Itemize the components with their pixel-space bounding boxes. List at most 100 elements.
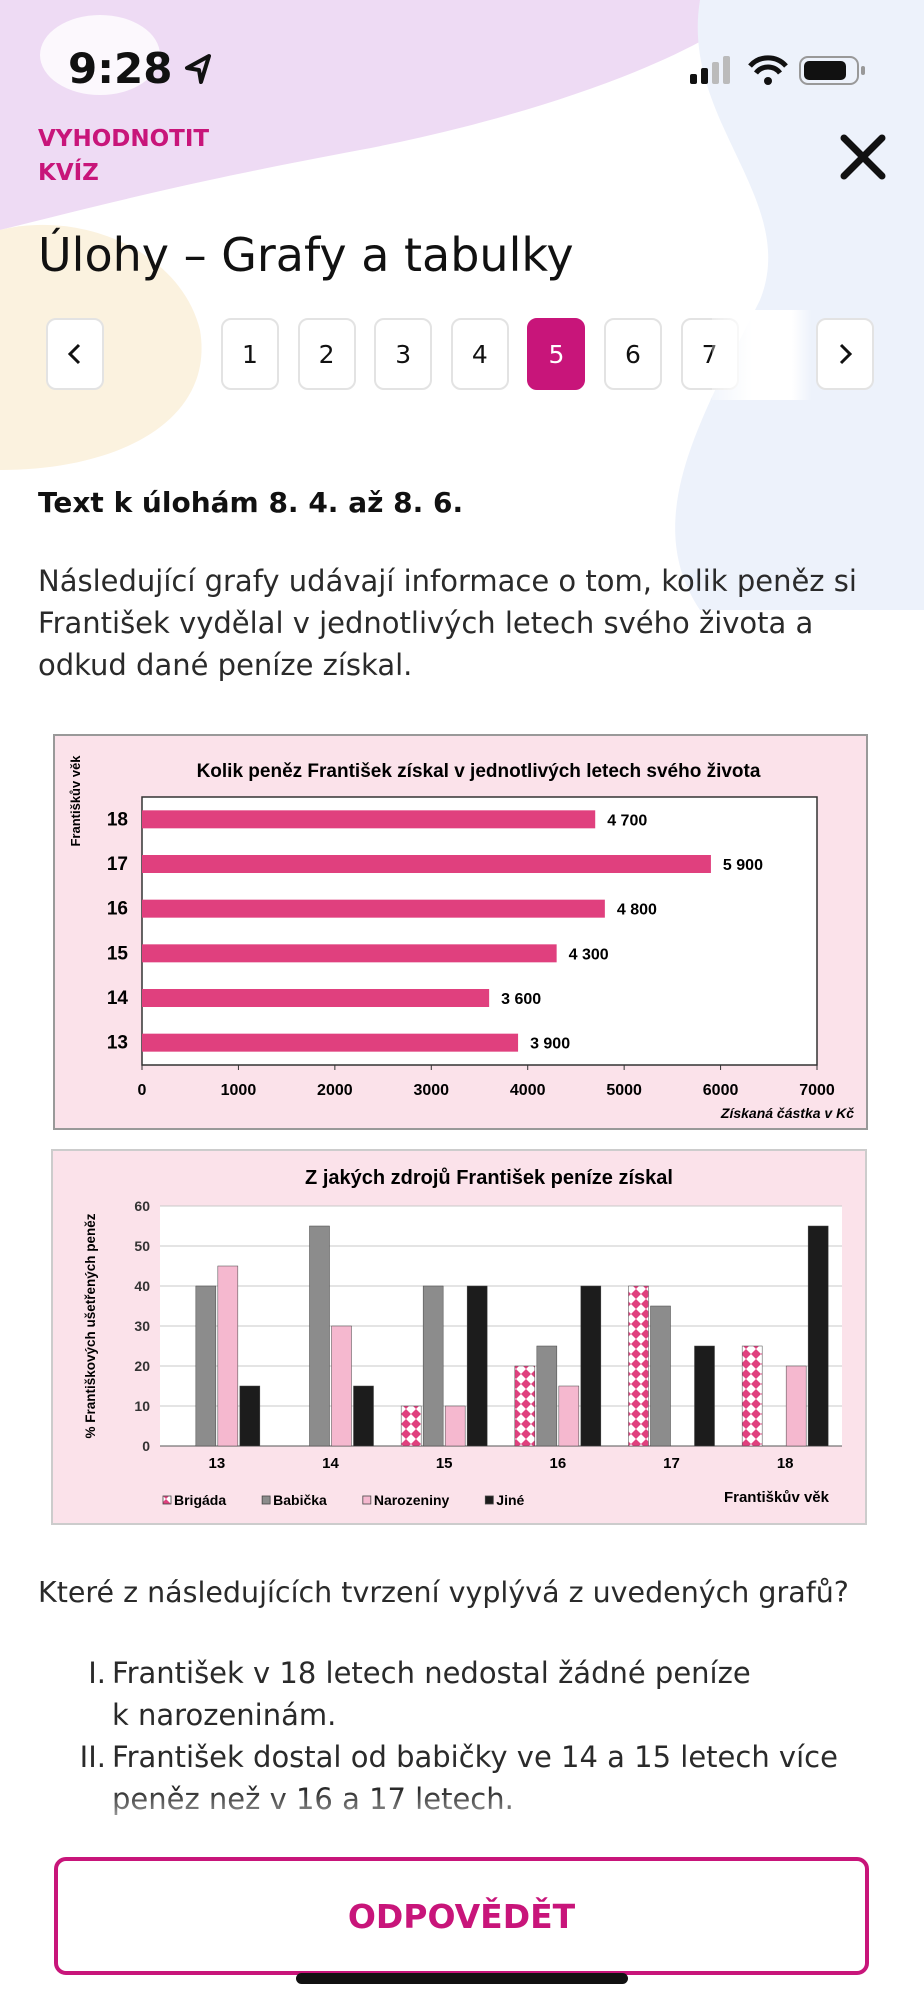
bar (580, 1285, 602, 1447)
legend-label: Jiné (496, 1492, 524, 1508)
x-tick-label: 13 (208, 1455, 225, 1472)
bar (694, 1345, 715, 1447)
bar (536, 1345, 558, 1447)
statement-text: František v 18 letech nedostal žádné pen… (112, 1656, 751, 1732)
y-tick-label: 14 (107, 988, 129, 1009)
y-tick-label: 15 (107, 943, 129, 964)
bar (142, 1033, 519, 1052)
page-button[interactable]: 6 (604, 318, 662, 390)
page-button[interactable]: 1 (221, 318, 279, 390)
legend-swatch (261, 1495, 271, 1505)
y-tick-label: 13 (107, 1033, 128, 1054)
y-tick-label: 60 (134, 1198, 150, 1214)
bar (353, 1385, 374, 1447)
bar (217, 1265, 239, 1447)
status-time: 9:28 (68, 44, 173, 93)
bar-chart: Kolik peněz František získal v jednotliv… (53, 734, 868, 1130)
legend-swatch (362, 1495, 372, 1505)
plot-area (141, 796, 818, 1066)
bar (650, 1305, 671, 1447)
y-tick-label: 18 (107, 809, 128, 830)
question: Které z následujících tvrzení vyplývá z … (38, 1576, 849, 1609)
bar (142, 899, 605, 918)
bar (628, 1285, 649, 1447)
home-indicator (296, 1973, 628, 1984)
page-button[interactable]: 4 (450, 318, 509, 390)
x-tick-label: 7000 (799, 1082, 835, 1099)
bar (422, 1285, 444, 1447)
bar (142, 989, 490, 1007)
page-button[interactable]: 2 (297, 318, 356, 390)
x-tick-label: 5000 (606, 1082, 642, 1099)
x-tick-label: 0 (138, 1082, 147, 1099)
legend-swatch (162, 1495, 172, 1505)
close-button[interactable] (840, 134, 886, 180)
x-tick-label: 4000 (510, 1082, 546, 1099)
section-heading: Text k úlohám 8. 4. až 8. 6. (38, 486, 464, 519)
location-icon (185, 54, 211, 84)
y-tick-label: 16 (107, 899, 128, 920)
x-tick-label: 16 (549, 1455, 566, 1472)
bar (514, 1365, 536, 1447)
legend-label: Babička (273, 1492, 327, 1508)
bar (466, 1285, 488, 1447)
statement-numeral: I. (88, 1656, 106, 1690)
next-page-button[interactable] (816, 318, 874, 390)
bar (142, 810, 596, 829)
bar (444, 1405, 466, 1447)
bar (807, 1225, 829, 1447)
bar (331, 1325, 352, 1447)
bar (142, 855, 711, 873)
y-tick-label: 0 (142, 1438, 150, 1454)
bar (239, 1385, 261, 1447)
value-label: 4 700 (607, 812, 647, 829)
chart-svg: Kolik peněz František získal v jednotliv… (53, 734, 868, 1130)
y-axis-label: Františkův věk (68, 755, 83, 847)
legend-label: Narozeniny (374, 1492, 450, 1508)
x-axis-label: Františkův věk (724, 1489, 830, 1506)
y-tick-label: 20 (134, 1358, 150, 1374)
y-axis-label: % Františkových ušetřených peněz (83, 1213, 98, 1438)
list-fade (0, 1790, 924, 1840)
x-tick-label: 18 (777, 1455, 794, 1472)
bar (309, 1225, 330, 1447)
bar (400, 1405, 422, 1447)
x-tick-label: 2000 (317, 1082, 353, 1099)
statement: I. František v 18 letech nedostal žádné p… (38, 1652, 898, 1736)
value-label: 3 600 (501, 991, 541, 1008)
y-tick-label: 17 (107, 854, 128, 875)
page-button[interactable]: 3 (374, 318, 433, 390)
y-tick-label: 50 (134, 1238, 150, 1254)
answer-button[interactable]: ODPOVĚDĚT (54, 1857, 869, 1975)
x-axis-label: Získaná částka v Kč (720, 1105, 854, 1121)
value-label: 5 900 (723, 857, 763, 874)
x-tick-label: 6000 (703, 1082, 739, 1099)
bar (741, 1345, 763, 1447)
x-tick-label: 17 (663, 1455, 680, 1472)
evaluate-quiz-link[interactable]: VYHODNOTIT KVÍZ (38, 126, 210, 186)
x-tick-label: 1000 (221, 1082, 257, 1099)
x-tick-label: 14 (322, 1455, 339, 1472)
chart-title: Kolik peněz František získal v jednotliv… (197, 761, 761, 782)
bar (142, 944, 557, 963)
pagination-fade (712, 310, 812, 400)
bar (558, 1385, 580, 1447)
value-label: 3 900 (530, 1036, 570, 1053)
legend-label: Brigáda (174, 1492, 226, 1508)
value-label: 4 800 (617, 902, 657, 919)
y-tick-label: 10 (134, 1398, 150, 1414)
statement-numeral: II. (79, 1740, 106, 1774)
x-tick-label: 3000 (413, 1082, 449, 1099)
grouped-bar-chart: Z jakých zdrojů František peníze získal%… (51, 1149, 867, 1525)
prev-page-button[interactable] (46, 318, 104, 390)
y-tick-label: 40 (134, 1278, 150, 1294)
value-label: 4 300 (569, 946, 609, 963)
x-tick-label: 15 (436, 1455, 453, 1472)
page-title: Úlohy – Grafy a tabulky (38, 228, 574, 282)
legend-swatch (484, 1495, 494, 1505)
bar (785, 1365, 807, 1447)
chart-svg: Z jakých zdrojů František peníze získal%… (51, 1149, 867, 1525)
page-button[interactable]: 5 (527, 318, 586, 390)
